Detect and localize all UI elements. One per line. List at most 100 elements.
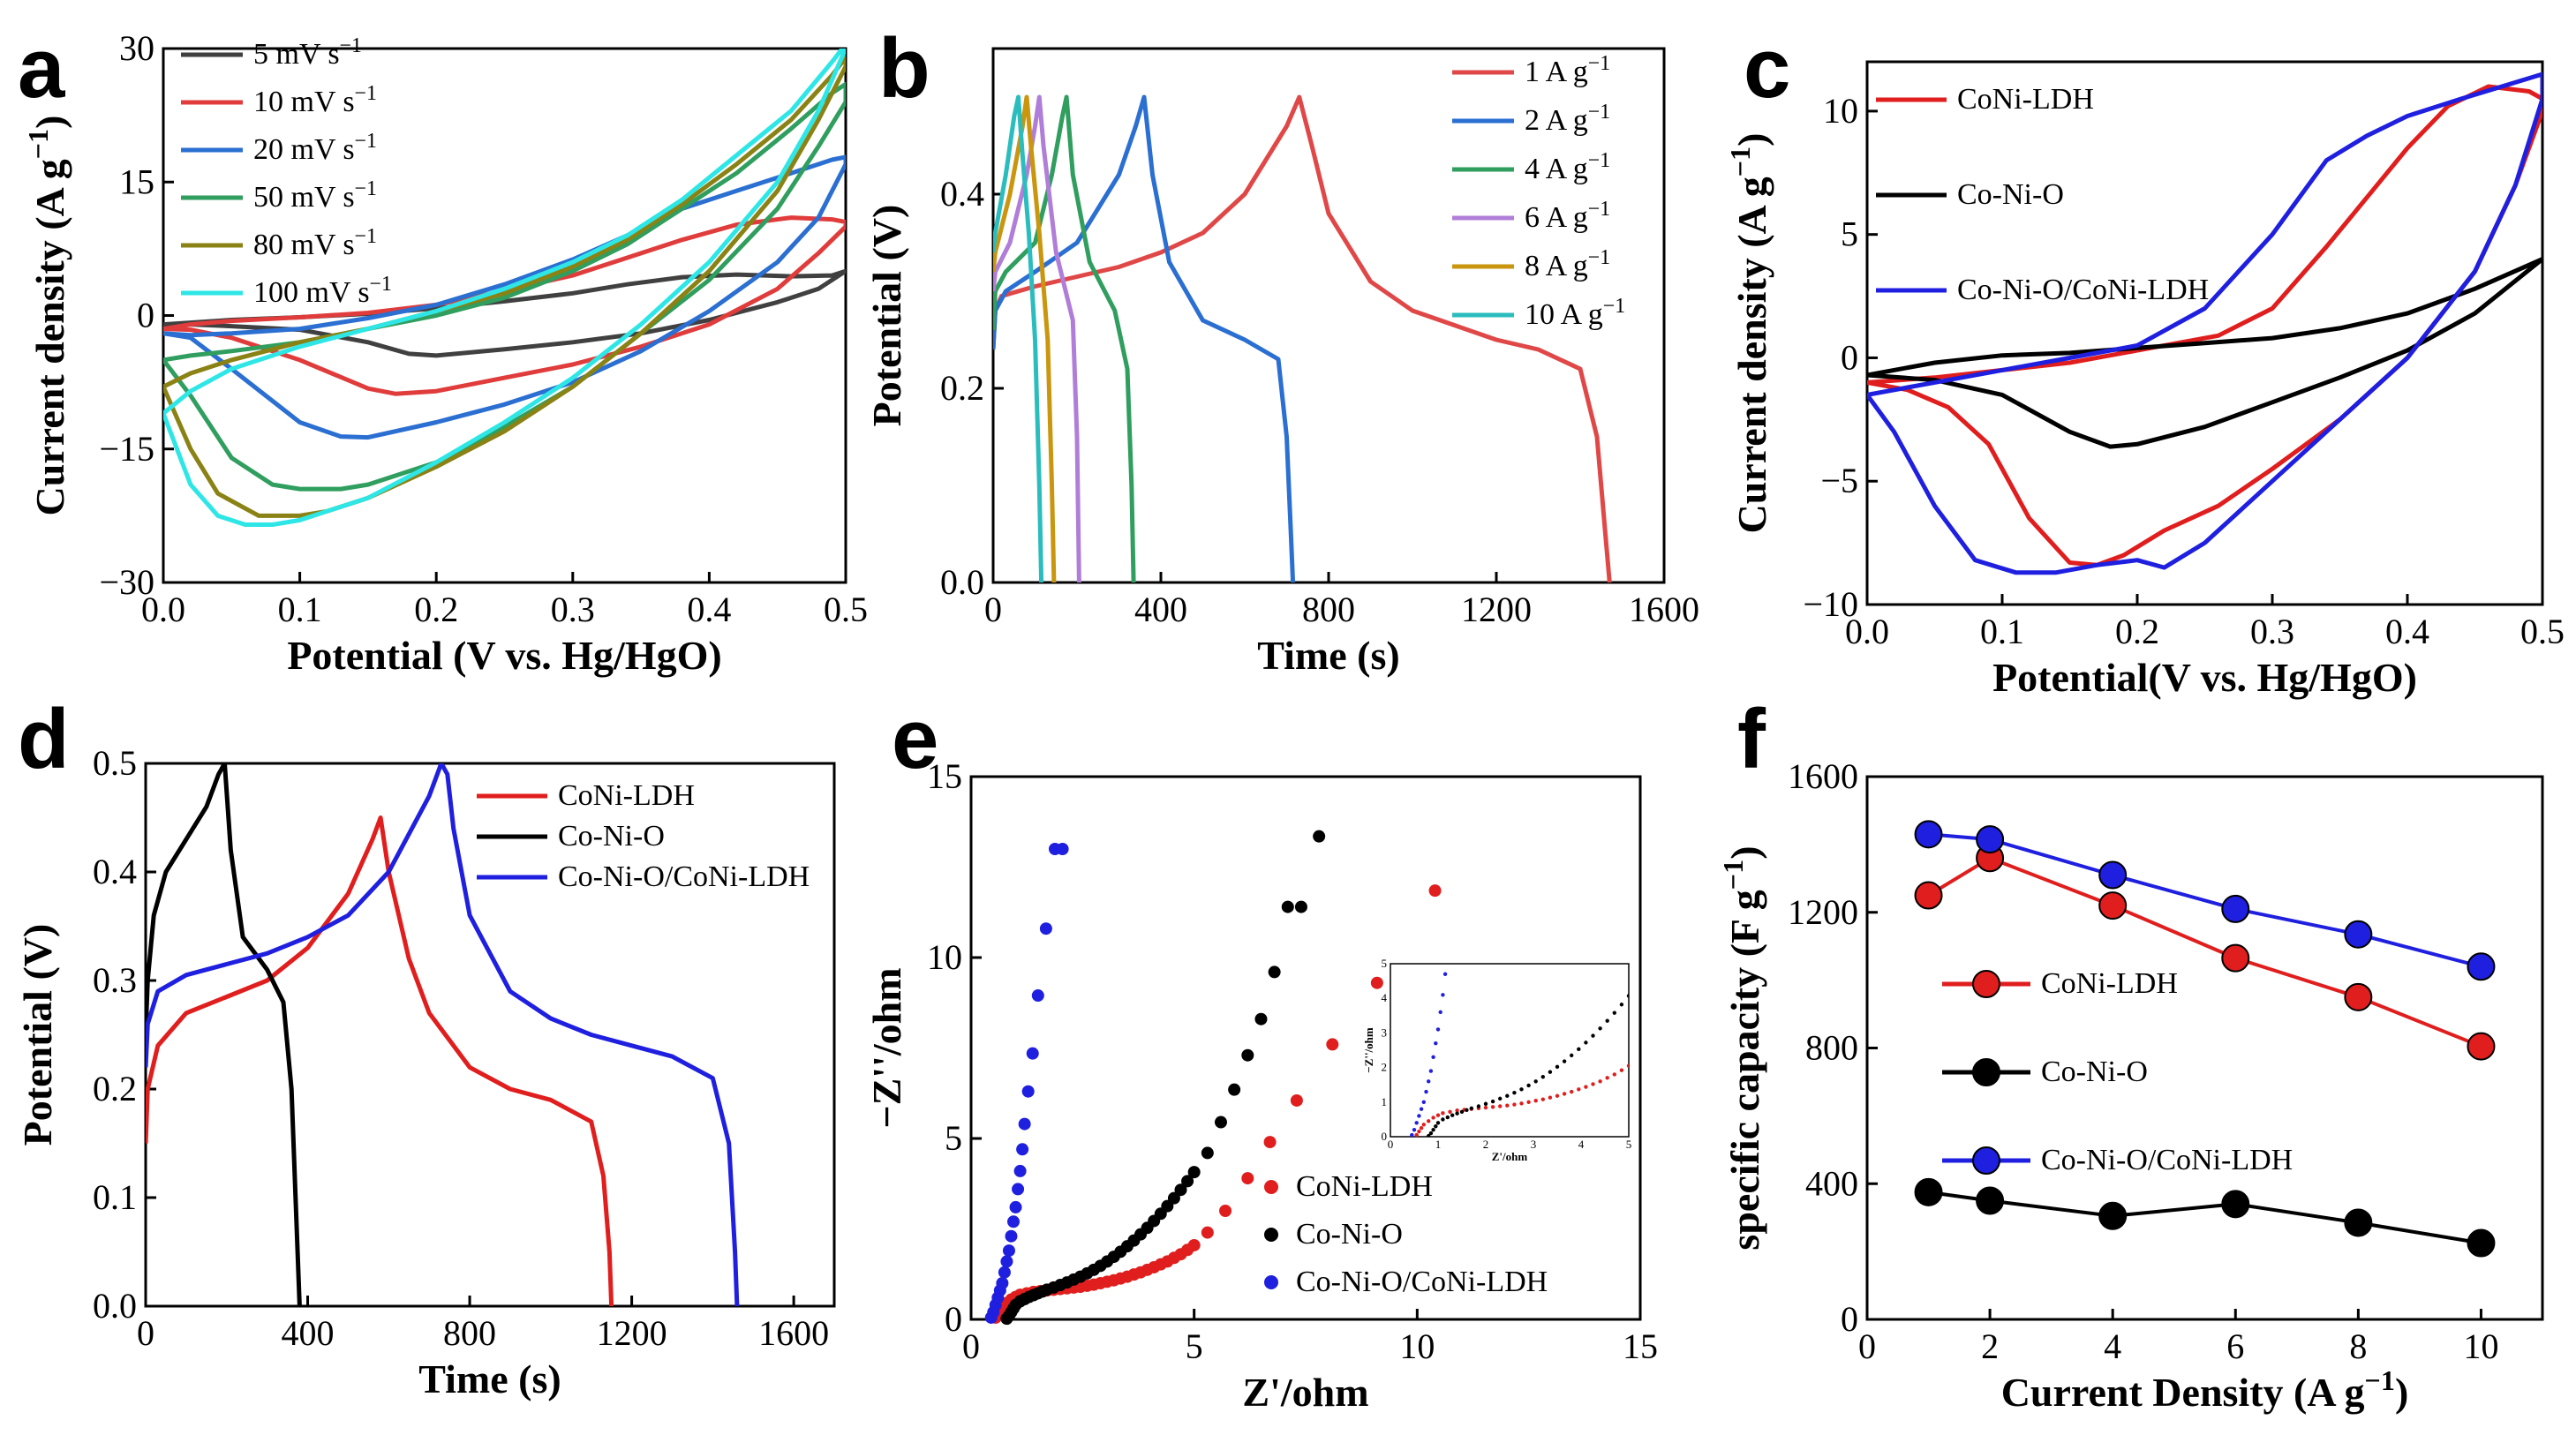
inset-point	[1428, 1069, 1434, 1073]
plot-frame	[969, 775, 1642, 1321]
inset-x-tick: 0	[1388, 1138, 1394, 1151]
inset-point	[1619, 1068, 1624, 1072]
data-point	[1241, 1048, 1254, 1062]
panel-f: f 0 2 4 6 8 10 0 400 800 1200 1600 Current Density (…	[1717, 692, 2544, 1415]
x-tick-label: 1200	[1461, 590, 1532, 629]
inset-point	[1431, 1055, 1435, 1060]
inset-point	[1435, 1113, 1441, 1117]
y-axis-title: Current density (A g−1)	[1724, 133, 1774, 534]
inset-point	[1427, 1079, 1431, 1084]
data-point	[1914, 881, 1943, 910]
panel-letter: a	[18, 21, 65, 116]
inset-point	[1591, 1082, 1595, 1086]
data-point	[1013, 1164, 1027, 1177]
series-line	[1867, 71, 2542, 575]
x-axis-title: Potential(V vs. Hg/HgO)	[1992, 655, 2417, 700]
legend-label: CoNi-LDH	[2041, 967, 2178, 1000]
data-point	[2344, 1208, 2373, 1237]
y-tick-label: 0	[1841, 1299, 1858, 1339]
x-tick-label: 0.4	[2385, 612, 2429, 651]
y-tick-label: 400	[1805, 1163, 1858, 1203]
x-tick-label: 0.5	[2520, 612, 2565, 651]
legend-label: 80 mV s−1	[253, 225, 377, 261]
inset-point	[1555, 1064, 1560, 1070]
data-point	[2221, 943, 2250, 973]
legend-label: 5 mV s−1	[253, 34, 362, 71]
inset-point	[1605, 1076, 1609, 1080]
inset-point	[1533, 1079, 1538, 1084]
x-axis-title: Potential (V vs. Hg/HgO)	[287, 633, 721, 678]
data-point	[1326, 1038, 1339, 1051]
x-tick-label: 0.0	[141, 590, 185, 629]
data-point	[1012, 1183, 1025, 1196]
plot-frame	[1865, 60, 2544, 606]
legend-label: CoNi-LDH	[558, 779, 695, 812]
series-line	[146, 763, 302, 1306]
y-axis-title: Current density (A g−1)	[22, 116, 72, 516]
inset-point	[1526, 1100, 1531, 1105]
x-tick-label: 1200	[597, 1313, 667, 1353]
y-tick-label: −10	[1803, 584, 1858, 624]
data-point	[1039, 922, 1052, 935]
inset-point	[1591, 1033, 1595, 1038]
inset-point	[1441, 1117, 1445, 1122]
series-line	[993, 94, 1612, 582]
legend-label: CoNi-LDH	[1296, 1170, 1433, 1203]
inset-point	[1448, 1109, 1452, 1114]
legend-label: 6 A g−1	[1525, 198, 1610, 234]
inset-x-tick: 1	[1435, 1138, 1442, 1151]
data-point	[1187, 1238, 1201, 1251]
y-tick-label: 0.0	[93, 1286, 137, 1326]
x-tick-label: 0.1	[1980, 612, 2024, 651]
y-tick-label: 800	[1805, 1028, 1858, 1068]
x-axis-title: Current Density (A g−1)	[2001, 1364, 2409, 1415]
inset-point	[1450, 1113, 1455, 1117]
x-tick-label: 400	[282, 1313, 335, 1353]
y-tick-label: 0	[945, 1299, 962, 1339]
x-tick-label: 10	[1399, 1326, 1435, 1366]
series-2	[984, 843, 1069, 1324]
data-point	[2467, 1228, 2496, 1258]
inset-point	[1455, 1111, 1459, 1116]
inset-point	[1427, 1134, 1431, 1137]
x-tick-label: 0.0	[1845, 612, 1889, 651]
y-tick-label: 0.1	[93, 1177, 137, 1217]
inset-x-tick: 4	[1578, 1138, 1585, 1151]
data-point	[1976, 825, 2005, 854]
legend-label: 4 A g−1	[1525, 149, 1610, 185]
legend-label: Co-Ni-O/CoNi-LDH	[1296, 1266, 1548, 1298]
inset-point	[1562, 1092, 1567, 1096]
inset-frame	[1390, 963, 1630, 1138]
inset-point	[1570, 1089, 1574, 1094]
legend-swatch	[1264, 1275, 1278, 1289]
legend-label: Co-Ni-O	[1957, 178, 2064, 211]
inset-point	[1519, 1101, 1524, 1106]
series-line	[163, 81, 846, 492]
x-tick-label: 0	[984, 590, 1002, 629]
legend-label: Co-Ni-O/CoNi-LDH	[558, 860, 810, 893]
data-point	[1021, 1085, 1035, 1098]
inset-point	[1626, 1063, 1629, 1068]
inset-point	[1476, 1104, 1481, 1108]
inset-point	[1548, 1070, 1553, 1074]
data-point	[1268, 965, 1281, 979]
inset-point	[1505, 1093, 1510, 1098]
series-line	[146, 763, 740, 1306]
inset-point	[1414, 1132, 1419, 1137]
panel-letter: e	[892, 692, 938, 786]
data-point	[1026, 1047, 1039, 1060]
inset-point	[1414, 1121, 1419, 1125]
inset-point	[1441, 993, 1445, 997]
data-point	[1016, 1143, 1029, 1156]
x-tick-label: 10	[2463, 1326, 2498, 1366]
data-point	[2221, 894, 2250, 923]
data-point	[1056, 843, 1069, 855]
inset-point	[1483, 1101, 1488, 1106]
data-point	[1914, 820, 1943, 849]
inset-x-title: Z'/ohm	[1492, 1150, 1528, 1163]
legend-label: CoNi-LDH	[1957, 83, 2094, 116]
series-line	[993, 94, 1081, 582]
inset-point	[1419, 1107, 1424, 1111]
inset-point	[1577, 1087, 1581, 1092]
legend-label: 10 mV s−1	[253, 82, 377, 118]
